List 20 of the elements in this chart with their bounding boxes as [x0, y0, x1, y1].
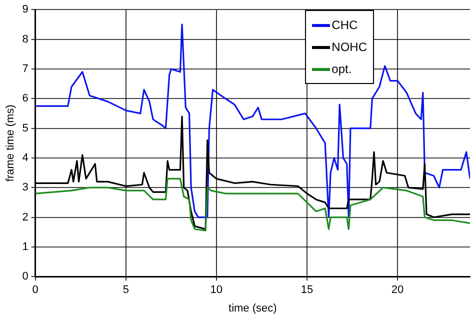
legend-label: CHC: [332, 17, 358, 34]
legend-label: opt.: [332, 61, 352, 78]
y-tick-label: 7: [22, 62, 28, 75]
x-tick-label: 10: [210, 284, 223, 296]
y-tick-label: 3: [22, 182, 28, 194]
y-tick-label: 5: [22, 122, 28, 134]
y-tick-label: 4: [22, 152, 28, 164]
y-tick-label: 0: [22, 270, 28, 283]
legend-label: NOHC: [332, 39, 367, 56]
y-axis-title: frame time (ms): [4, 104, 17, 182]
y-tick-label: 2: [22, 211, 28, 224]
y-tick-label: 1: [22, 240, 28, 253]
x-tick-label: 0: [32, 284, 38, 296]
x-tick-label: 5: [122, 284, 129, 296]
x-axis-title: time (sec): [228, 302, 277, 314]
x-tick-label: 15: [300, 284, 314, 296]
y-tick-label: 8: [22, 33, 28, 46]
y-tick-label: 9: [22, 4, 28, 16]
x-tick-label: 20: [391, 284, 404, 296]
y-tick-label: 6: [22, 92, 28, 105]
